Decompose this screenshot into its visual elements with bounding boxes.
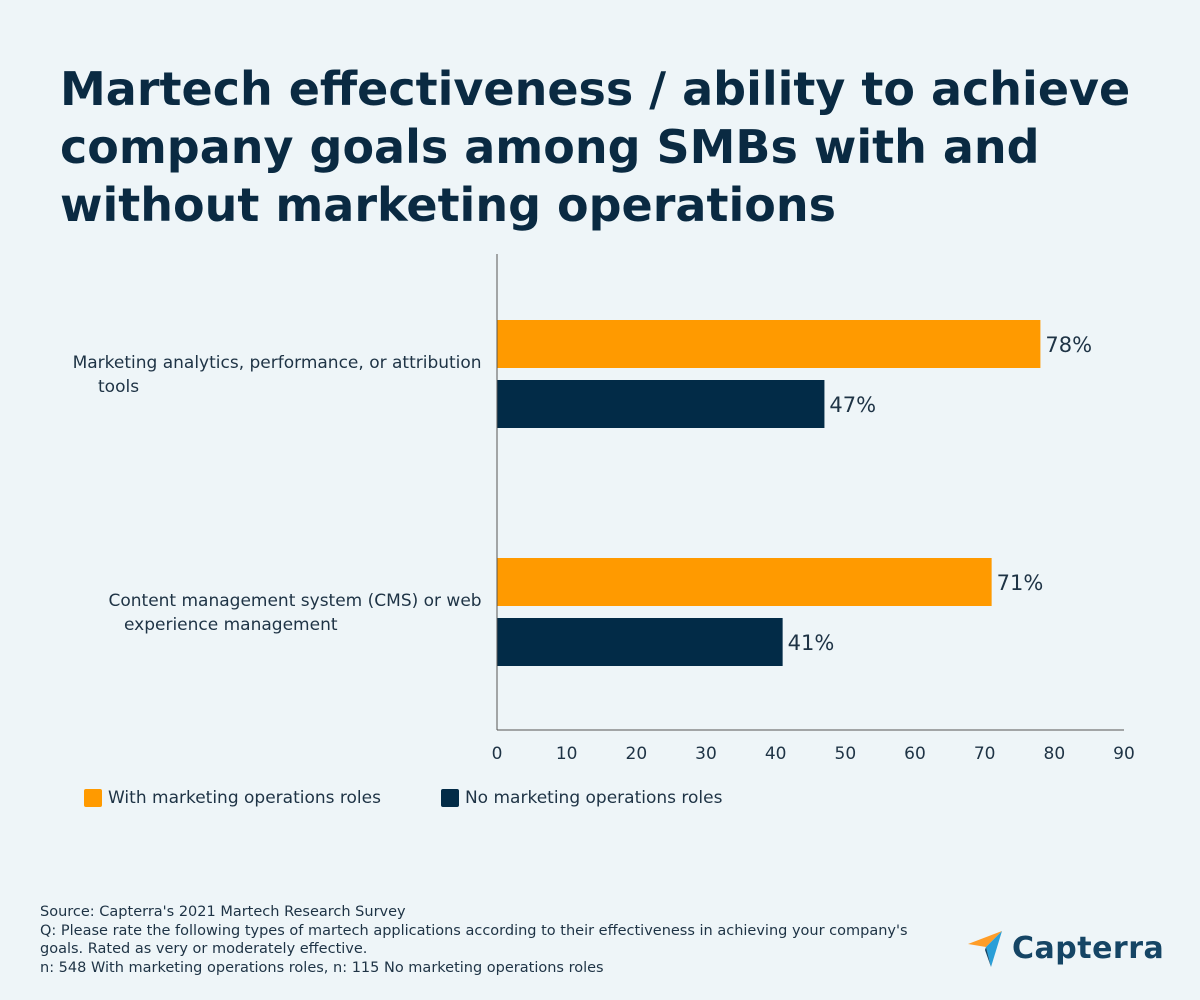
question-note: Q: Please rate the following types of ma… [40, 922, 908, 939]
category-label: Content management system (CMS) or web e… [108, 591, 487, 635]
x-tick-label: 50 [835, 744, 857, 764]
x-tick-label: 70 [974, 744, 996, 764]
x-tick-label: 60 [904, 744, 926, 764]
bar-with-roles [497, 558, 992, 606]
bar-chart: 78% 71% 47% 41% Marketing analytics, perfor… [73, 254, 1135, 764]
x-tick-label: 20 [626, 744, 648, 764]
bar-data-label: 78% [1045, 333, 1092, 357]
bar-data-label: 47% [829, 393, 876, 417]
x-tick-label: 30 [695, 744, 717, 764]
bars-layer: 78% 71% 47% 41% [497, 320, 1092, 666]
x-tick-label: 90 [1113, 744, 1135, 764]
chart-title-line: Martech effectiveness / ability to achie… [60, 62, 1131, 116]
legend-swatch-no-roles [440, 789, 459, 807]
legend-swatch-with-roles [84, 789, 102, 807]
bar-no-roles [497, 618, 783, 666]
bar-data-label: 71% [997, 571, 1044, 595]
legend-label-with-roles: With marketing operations roles [108, 788, 381, 808]
legend-item-with-roles: With marketing operations roles [84, 788, 381, 808]
legend: With marketing operations roles No marke… [84, 788, 722, 808]
axis-layer: 0 10 20 30 40 50 60 70 80 90 [492, 254, 1135, 764]
footer-notes: Source: Capterra's 2021 Martech Research… [40, 903, 940, 977]
x-tick-label: 0 [492, 744, 503, 764]
legend-label-no-roles: No marketing operations roles [464, 788, 723, 808]
logo-text: Capterra [1012, 930, 1165, 966]
bar-data-label: 41% [788, 631, 835, 655]
x-tick-label: 80 [1044, 744, 1066, 764]
legend-item-no-roles: No marketing operations roles [440, 788, 723, 808]
chart-title-line: company goals among SMBs with and [60, 120, 1040, 174]
source-note: Source: Capterra's 2021 Martech Research… [40, 904, 406, 920]
capterra-logo: Capterra [966, 928, 1164, 968]
bar-with-roles [497, 320, 1041, 368]
x-tick-label: 10 [556, 744, 578, 764]
question-note-continued: goals. Rated as very or moderately effec… [40, 941, 368, 957]
chart-title-line: without marketing operations [60, 178, 836, 232]
x-tick-label: 40 [765, 744, 787, 764]
bar-no-roles [497, 380, 825, 428]
category-labels-layer: Marketing analytics, performance, or att… [73, 353, 487, 635]
capterra-arrow-icon [968, 931, 1002, 967]
sample-size-note: n: 548 With marketing operations roles, … [40, 959, 604, 976]
category-label: Marketing analytics, performance, or att… [73, 353, 487, 397]
chart-title: Martech effectiveness / ability to achie… [60, 60, 1140, 234]
